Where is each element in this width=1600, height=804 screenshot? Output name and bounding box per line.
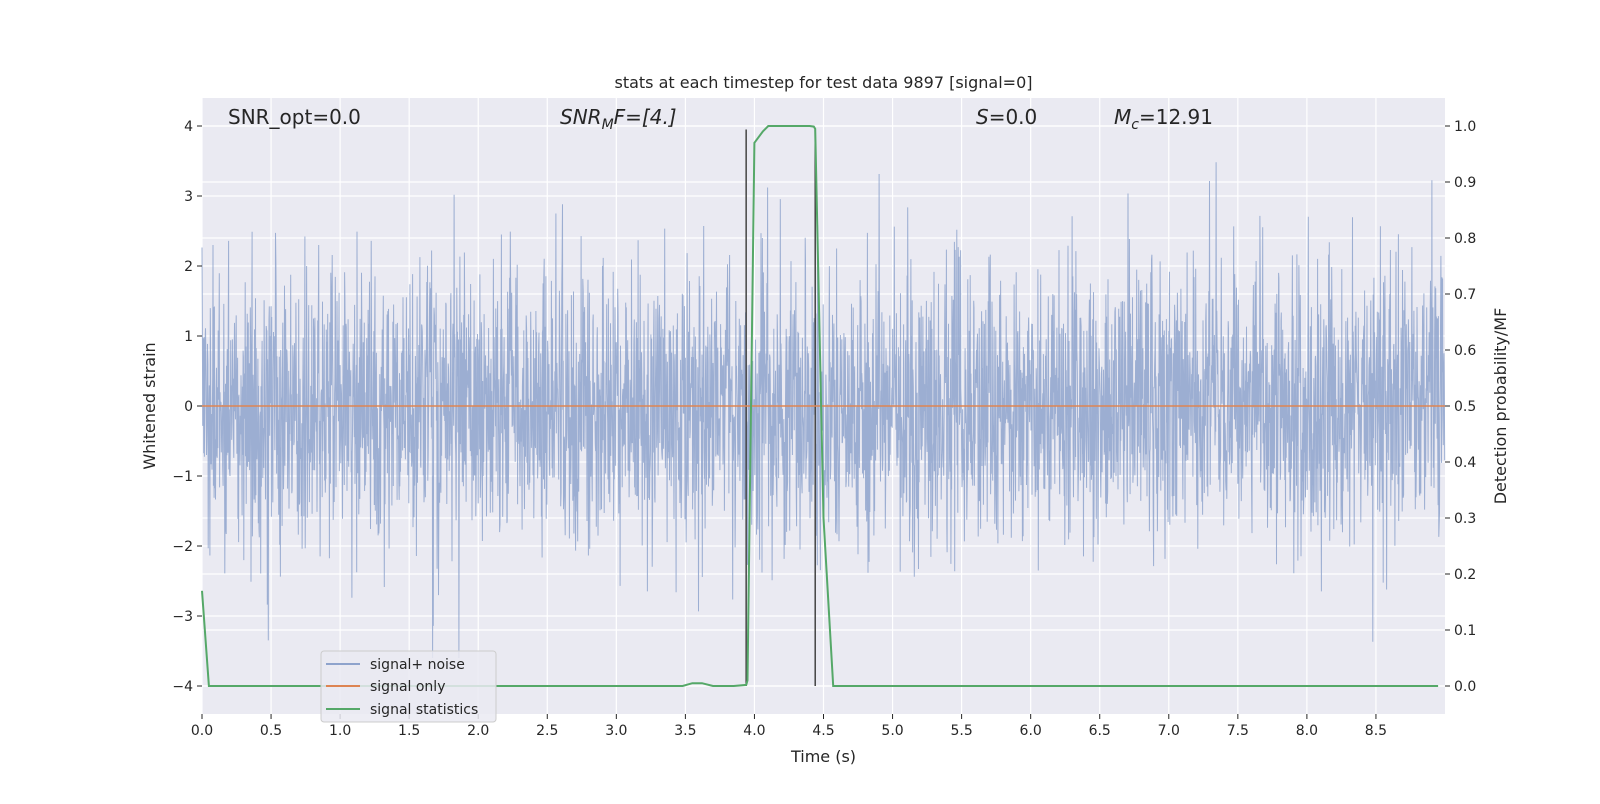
x-tick-label: 4.0 [743, 723, 765, 739]
x-tick-label: 2.5 [536, 723, 558, 739]
y-tick-label: 1 [184, 329, 193, 345]
y2-axis-label: Detection probability/MF [1491, 308, 1510, 505]
annotation-s: S=0.0 [976, 105, 1037, 129]
y-tick-label: −3 [172, 609, 193, 625]
legend: signal+ noise signal only signal statist… [320, 650, 497, 723]
x-tick-label: 3.5 [674, 723, 696, 739]
y-tick-label: −1 [172, 469, 193, 485]
x-tick-label: 1.0 [329, 723, 351, 739]
y-tick-label: 4 [184, 119, 193, 135]
x-tick-label: 4.5 [812, 723, 834, 739]
annotation-snr-mf: SNRMF=[4.] [560, 105, 677, 133]
y2-tick-label: 0.9 [1454, 175, 1476, 191]
x-tick-label: 5.5 [950, 723, 972, 739]
x-tick-label: 6.0 [1020, 723, 1042, 739]
x-tick-label: 2.0 [467, 723, 489, 739]
x-tick-label: 3.0 [605, 723, 627, 739]
y-tick-label: 0 [184, 399, 193, 415]
x-axis-label: Time (s) [790, 747, 856, 766]
legend-label-signal-only: signal only [370, 679, 445, 695]
y2-tick-label: 0.5 [1454, 399, 1476, 415]
y-tick-label: 2 [184, 259, 193, 275]
vertical-markers [745, 129, 816, 686]
x-tick-label: 7.5 [1227, 723, 1249, 739]
x-tick-label: 6.5 [1089, 723, 1111, 739]
legend-label-signal-statistics: signal statistics [370, 702, 478, 718]
x-tick-label: 1.5 [398, 723, 420, 739]
y2-tick-label: 0.0 [1454, 679, 1476, 695]
x-tick-label: 5.0 [881, 723, 903, 739]
y-tick-label: −4 [172, 679, 193, 695]
legend-box [320, 650, 497, 723]
axes-layer: 0.0 0.5 1.0 1.5 2.0 2.5 3.0 3.5 4.0 4.5 5.0 5.5 6.0 6… [172, 119, 1476, 739]
y2-tick-label: 0.4 [1454, 455, 1476, 471]
annotation-snr-opt: SNR_opt=0.0 [228, 105, 361, 129]
y2-tick-label: 0.8 [1454, 231, 1476, 247]
annotation-mc: Mc=12.91 [1114, 105, 1213, 133]
series-signal-noise [201, 162, 1446, 659]
x-tick-label: 0.0 [191, 723, 213, 739]
y-axis-label: Whitened strain [140, 342, 159, 469]
y2-tick-label: 0.7 [1454, 287, 1476, 303]
noise-line [201, 162, 1446, 659]
y2-tick-label: 1.0 [1454, 119, 1476, 135]
y2-tick-label: 0.2 [1454, 567, 1476, 583]
y2-tick-label: 0.3 [1454, 511, 1476, 527]
chart-title: stats at each timestep for test data 989… [614, 73, 1032, 92]
y-tick-label: 3 [184, 189, 193, 205]
x-tick-label: 0.5 [260, 723, 282, 739]
y-tick-label: −2 [172, 539, 193, 555]
x-tick-label: 8.5 [1365, 723, 1387, 739]
x-tick-label: 7.0 [1158, 723, 1180, 739]
x-tick-label: 8.0 [1296, 723, 1318, 739]
y2-tick-label: 0.1 [1454, 623, 1476, 639]
legend-label-signal-noise: signal+ noise [370, 657, 465, 673]
y2-tick-label: 0.6 [1454, 343, 1476, 359]
